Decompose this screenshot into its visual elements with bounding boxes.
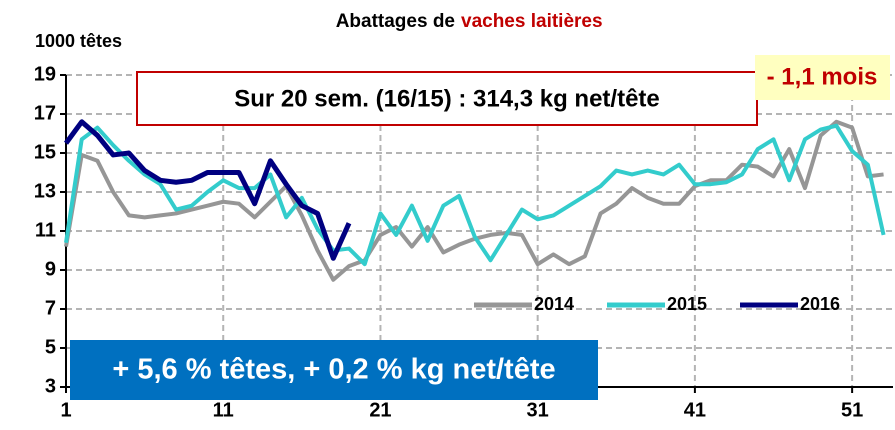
y-tick-label: 3 [45,375,56,397]
annotation: Sur 20 sem. (16/15) : 314,3 kg net/tête [234,85,660,112]
annotation-box [755,55,890,100]
legend-label: 2016 [800,294,840,314]
legend: 2014 2015 2016 [474,294,840,314]
chart-title: Abattages de [336,11,455,32]
x-tick-label: 41 [684,399,706,421]
y-tick-label: 17 [34,102,56,124]
x-tick-label: 51 [841,399,863,421]
series-line [63,119,352,261]
y-axis-label: 1000 têtes [35,31,122,51]
y-tick-label: 19 [34,63,56,85]
y-tick-label: 13 [34,180,56,202]
legend-label: 2015 [667,294,707,314]
y-tick-label: 15 [34,141,56,163]
annotation-box [136,71,758,126]
y-tick-label: 7 [45,297,56,319]
y-tick-label: 9 [45,258,56,280]
series-lines [63,119,886,282]
annotation: + 5,6 % têtes, + 0,2 % kg net/tête [112,354,555,386]
x-tick-label: 21 [369,399,391,421]
chart-title-highlight: vaches laitières [461,11,603,32]
y-tick-label: 11 [35,219,56,241]
x-tick-label: 31 [527,399,549,421]
x-tick-label: 11 [213,399,234,421]
x-tick-label: 1 [60,399,71,421]
annotation-box [70,340,598,400]
series-line [64,123,886,267]
y-tick-label: 5 [45,336,56,358]
annotation: - 1,1 mois [767,63,878,90]
legend-label: 2014 [534,294,574,314]
